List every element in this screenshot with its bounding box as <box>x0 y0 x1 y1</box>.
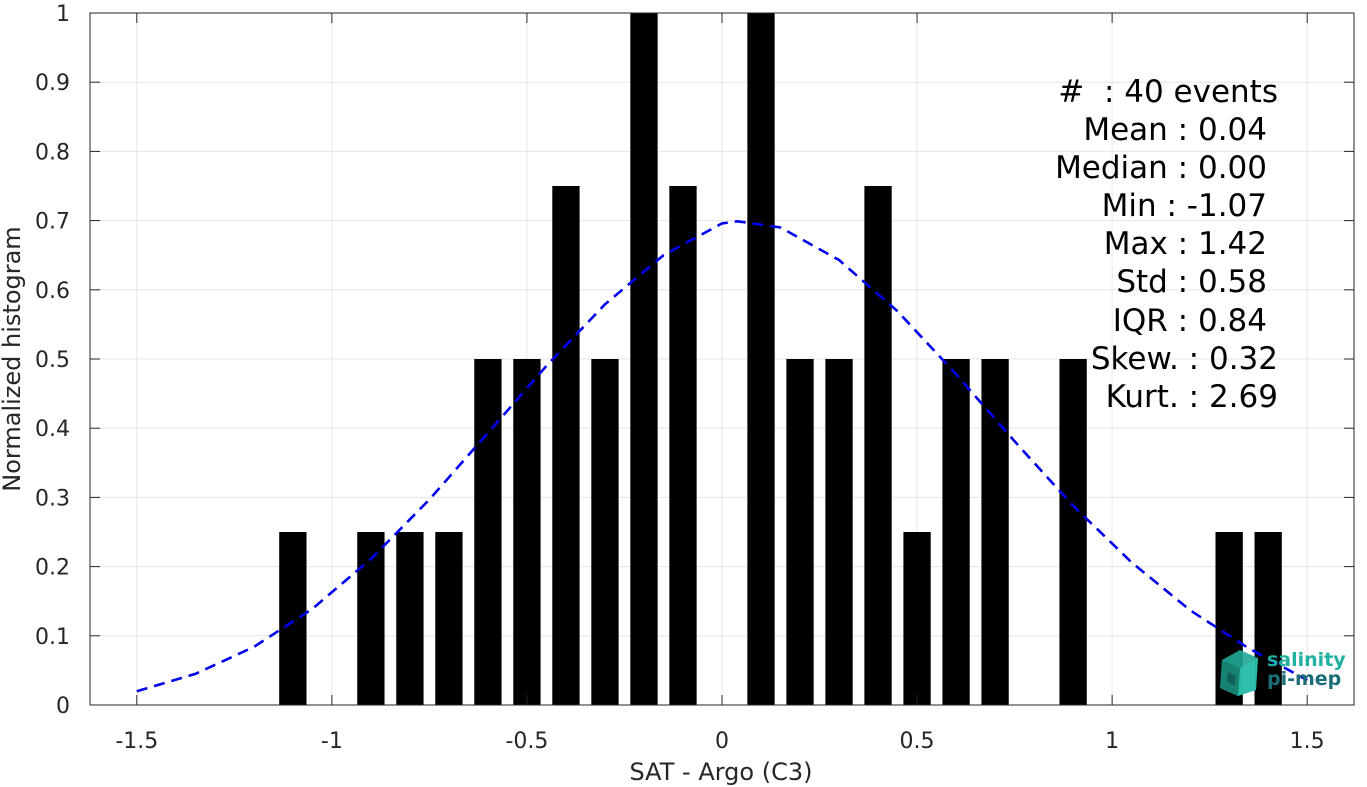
histogram-bars <box>279 13 1282 705</box>
y-tick-label-3: 0.3 <box>35 486 70 511</box>
x-tick-label-4: 0.5 <box>900 729 935 754</box>
x-tick-label-6: 1.5 <box>1290 729 1325 754</box>
y-axis-label: Normalized histogram <box>0 226 26 491</box>
y-tick-label-0: 0 <box>56 694 70 719</box>
stat-mean: Mean : 0.04 <box>1083 112 1267 148</box>
salinity-pi-mep-logo: salinity pi-mep <box>1220 649 1346 696</box>
bar-7 <box>591 359 619 705</box>
y-tick-labels: 0 0.1 0.2 0.3 0.4 0.5 0.6 0.7 0.8 0.9 1 <box>35 2 70 719</box>
stat-events: # : 40 events <box>1058 74 1278 110</box>
y-tick-label-7: 0.7 <box>35 210 70 235</box>
y-tick-label-2: 0.2 <box>35 556 70 581</box>
x-axis-label: SAT - Argo (C3) <box>630 758 813 786</box>
stat-max: Max : 1.42 <box>1104 226 1267 262</box>
stats-annotation: # : 40 events Mean : 0.04 Median : 0.00 … <box>1055 74 1278 415</box>
bar-11 <box>786 359 814 705</box>
bar-3 <box>435 532 463 705</box>
x-tick-label-5: 1 <box>1105 729 1119 754</box>
y-tick-label-10: 1 <box>56 2 70 27</box>
bar-13 <box>864 186 892 705</box>
logo-text-line2: pi-mep <box>1267 668 1341 690</box>
cube-icon <box>1220 650 1258 696</box>
bar-0 <box>279 532 307 705</box>
bar-6 <box>552 186 580 705</box>
bar-1 <box>357 532 385 705</box>
bar-16 <box>981 359 1009 705</box>
y-tick-label-4: 0.4 <box>35 417 70 442</box>
y-tick-label-8: 0.8 <box>35 140 70 165</box>
bar-17 <box>1059 359 1087 705</box>
bar-2 <box>396 532 424 705</box>
bar-8 <box>630 13 658 705</box>
bar-4 <box>474 359 502 705</box>
bar-19 <box>1254 532 1282 705</box>
y-tick-label-5: 0.5 <box>35 348 70 373</box>
x-tick-label-1: -1 <box>321 729 343 754</box>
stat-std: Std : 0.58 <box>1116 264 1267 300</box>
bar-14 <box>903 532 931 705</box>
stat-iqr: IQR : 0.84 <box>1113 303 1267 339</box>
y-tick-label-6: 0.6 <box>35 279 70 304</box>
y-tick-label-1: 0.1 <box>35 625 70 650</box>
x-tick-label-0: -1.5 <box>115 729 158 754</box>
stat-skew: Skew. : 0.32 <box>1091 341 1278 377</box>
x-tick-label-3: 0 <box>715 729 729 754</box>
bar-15 <box>942 359 970 705</box>
bar-12 <box>825 359 853 705</box>
bar-10 <box>747 13 775 705</box>
x-tick-labels: -1.5 -1 -0.5 0 0.5 1 1.5 <box>115 729 1324 754</box>
bar-5 <box>513 359 541 705</box>
bar-9 <box>669 186 697 705</box>
stat-median: Median : 0.00 <box>1055 150 1267 186</box>
y-tick-label-9: 0.9 <box>35 71 70 96</box>
stat-min: Min : -1.07 <box>1102 188 1267 224</box>
axis-ticks <box>90 12 1354 706</box>
gaussian-fit-curve <box>136 219 1308 693</box>
stat-kurt: Kurt. : 2.69 <box>1106 379 1278 415</box>
x-tick-label-2: -0.5 <box>505 729 548 754</box>
logo-text-line1: salinity <box>1267 649 1346 671</box>
